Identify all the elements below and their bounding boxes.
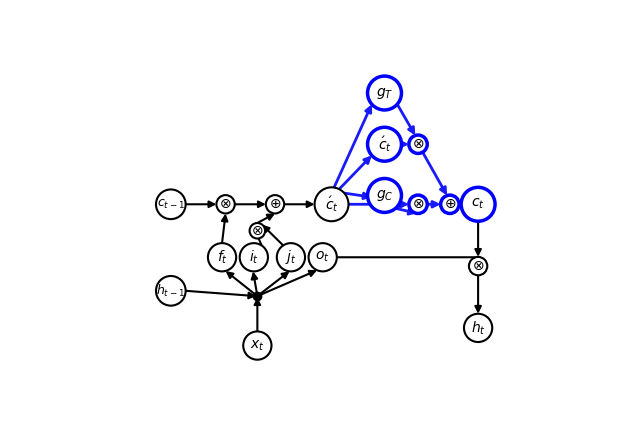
Text: $h_{t-1}$: $h_{t-1}$ (156, 283, 185, 299)
Text: $\otimes$: $\otimes$ (412, 137, 424, 151)
Text: $\otimes$: $\otimes$ (251, 224, 264, 238)
Circle shape (156, 276, 186, 306)
Text: $x_t$: $x_t$ (250, 338, 265, 353)
Circle shape (315, 187, 349, 221)
Circle shape (441, 195, 459, 214)
Circle shape (409, 195, 428, 214)
Circle shape (469, 257, 487, 275)
Circle shape (308, 243, 337, 271)
Circle shape (266, 195, 284, 214)
Text: $o_t$: $o_t$ (316, 250, 330, 265)
Text: $g_C$: $g_C$ (376, 188, 394, 203)
Circle shape (409, 135, 428, 154)
Text: $c_t$: $c_t$ (471, 197, 485, 211)
Text: $h_t$: $h_t$ (470, 319, 486, 337)
Text: $\oplus$: $\oplus$ (444, 197, 456, 211)
Text: $g_T$: $g_T$ (376, 86, 393, 100)
Text: $\oplus$: $\oplus$ (269, 197, 281, 211)
Text: $\acute{c}_t$: $\acute{c}_t$ (324, 195, 339, 214)
Text: $c_{t-1}$: $c_{t-1}$ (157, 198, 185, 211)
Text: $\acute{c}_t$: $\acute{c}_t$ (378, 135, 392, 154)
Circle shape (216, 195, 235, 214)
Circle shape (276, 243, 305, 271)
Text: $i_t$: $i_t$ (249, 249, 259, 266)
Text: $\otimes$: $\otimes$ (472, 259, 484, 273)
Circle shape (464, 314, 492, 342)
Circle shape (367, 76, 401, 110)
Circle shape (367, 179, 401, 212)
Text: $f_t$: $f_t$ (216, 249, 228, 266)
Text: $\otimes$: $\otimes$ (412, 197, 424, 211)
Circle shape (208, 243, 236, 271)
Text: $j_t$: $j_t$ (285, 248, 297, 266)
Circle shape (461, 187, 495, 221)
Circle shape (240, 243, 268, 271)
Circle shape (367, 127, 401, 161)
Text: $\otimes$: $\otimes$ (220, 197, 232, 211)
Circle shape (156, 189, 186, 219)
Circle shape (243, 331, 271, 360)
Circle shape (250, 223, 265, 238)
